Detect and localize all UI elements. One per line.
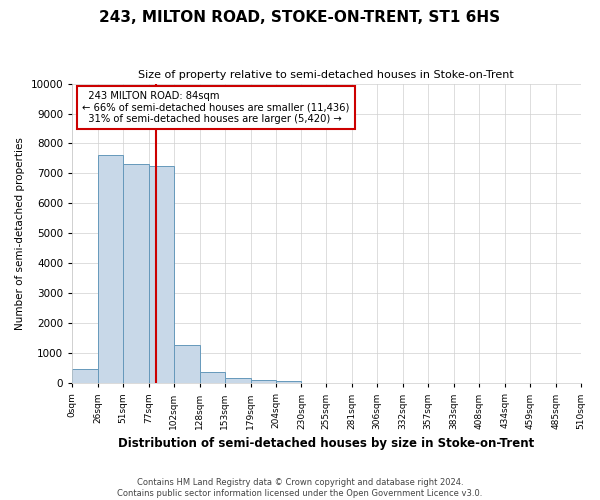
Bar [275, 382, 301, 384]
Bar [123, 164, 149, 384]
Bar [72, 369, 98, 384]
Bar [224, 378, 251, 384]
Text: Contains HM Land Registry data © Crown copyright and database right 2024.
Contai: Contains HM Land Registry data © Crown c… [118, 478, 482, 498]
X-axis label: Distribution of semi-detached houses by size in Stoke-on-Trent: Distribution of semi-detached houses by … [118, 437, 535, 450]
Text: 243 MILTON ROAD: 84sqm
← 66% of semi-detached houses are smaller (11,436)
  31% : 243 MILTON ROAD: 84sqm ← 66% of semi-det… [82, 91, 350, 124]
Bar [251, 380, 275, 384]
Text: 243, MILTON ROAD, STOKE-ON-TRENT, ST1 6HS: 243, MILTON ROAD, STOKE-ON-TRENT, ST1 6H… [100, 10, 500, 25]
Title: Size of property relative to semi-detached houses in Stoke-on-Trent: Size of property relative to semi-detach… [139, 70, 514, 80]
Bar [149, 166, 174, 384]
Y-axis label: Number of semi-detached properties: Number of semi-detached properties [15, 137, 25, 330]
Bar [174, 345, 200, 384]
Bar [200, 372, 224, 384]
Bar [98, 156, 123, 384]
